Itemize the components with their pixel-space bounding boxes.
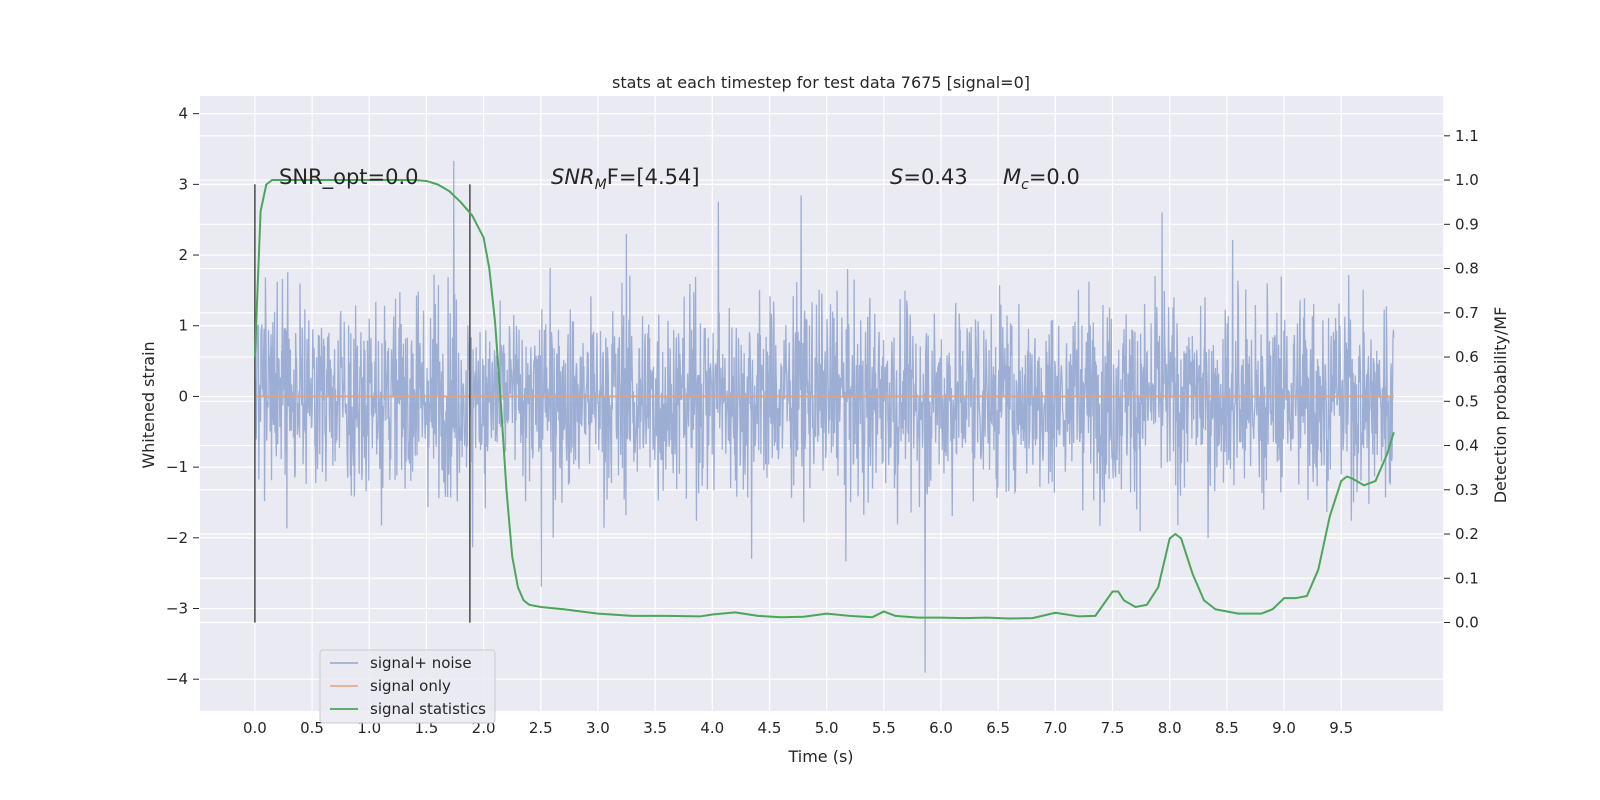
signal-statistics-line bbox=[253, 179, 1395, 620]
annotation-snr-mf-sub: M bbox=[595, 177, 607, 193]
y-tick-label: 4 bbox=[178, 105, 188, 123]
y-tick-label: −4 bbox=[166, 670, 188, 688]
annotation-s-rest: =0.43 bbox=[903, 165, 967, 189]
x-tick-label: 5.0 bbox=[815, 719, 839, 737]
y-tick-label: −2 bbox=[166, 529, 188, 547]
x-tick-label: 2.5 bbox=[529, 719, 553, 737]
annotation-s-italic: S bbox=[890, 165, 903, 189]
x-tick-label: 6.0 bbox=[929, 719, 953, 737]
x-tick-label: 9.0 bbox=[1272, 719, 1296, 737]
y-right-tick-label: 0.5 bbox=[1455, 392, 1479, 410]
legend: signal+ noise signal only signal statist… bbox=[319, 649, 496, 724]
x-tick-label: 3.5 bbox=[643, 719, 667, 737]
x-tick-label: 4.5 bbox=[758, 719, 782, 737]
annotation-snr-opt: SNR_opt=0.0 bbox=[279, 165, 419, 190]
y-tick-label: −3 bbox=[166, 600, 188, 618]
x-tick-label: 7.5 bbox=[1101, 719, 1125, 737]
y-right-tick-label: 0.0 bbox=[1455, 614, 1479, 632]
x-tick-label: 6.5 bbox=[986, 719, 1010, 737]
annotation-mc: Mc=0.0 bbox=[1003, 165, 1080, 193]
y-tick-label: 1 bbox=[178, 317, 188, 335]
annotation-s: S=0.43 bbox=[890, 165, 968, 189]
y-tick-label: 0 bbox=[178, 387, 188, 405]
legend-label-signal-noise: signal+ noise bbox=[370, 654, 472, 672]
x-tick-label: 0.0 bbox=[243, 719, 267, 737]
y-right-tick-label: 1.1 bbox=[1455, 127, 1479, 145]
x-tick-label: 7.0 bbox=[1043, 719, 1067, 737]
x-tick-label: 8.5 bbox=[1215, 719, 1239, 737]
y-tick-label: 2 bbox=[178, 246, 188, 264]
data-lines bbox=[253, 179, 1395, 623]
y-tick-label: −1 bbox=[166, 458, 188, 476]
axis-ticks: 0.0 0.5 1.0 1.5 2.0 2.5 3.0 3.5 4.0 4.5 5.0 5.5 6.0 6… bbox=[166, 105, 1479, 737]
y-right-tick-label: 0.6 bbox=[1455, 348, 1479, 366]
chart-title: stats at each timestep for test data 767… bbox=[612, 73, 1030, 92]
x-tick-label: 4.0 bbox=[700, 719, 724, 737]
x-tick-label: 8.0 bbox=[1158, 719, 1182, 737]
y-axis-label: Whitened strain bbox=[139, 341, 158, 468]
y-right-tick-label: 0.8 bbox=[1455, 260, 1479, 278]
annotation-mc-rest: =0.0 bbox=[1029, 165, 1080, 189]
signal-noise-line bbox=[254, 160, 1395, 673]
annotation-snr-mf-rest: F=[4.54] bbox=[607, 165, 700, 189]
legend-box bbox=[319, 649, 496, 724]
y-right-tick-label: 0.7 bbox=[1455, 304, 1479, 322]
y-axis-right-label: Detection probability/MF bbox=[1491, 307, 1510, 504]
x-tick-label: 0.5 bbox=[300, 719, 324, 737]
x-tick-label: 3.0 bbox=[586, 719, 610, 737]
y-right-tick-label: 1.0 bbox=[1455, 171, 1479, 189]
signal-noise-series bbox=[254, 160, 1395, 673]
x-axis-label: Time (s) bbox=[787, 747, 853, 766]
x-tick-label: 9.5 bbox=[1329, 719, 1353, 737]
y-right-tick-label: 0.1 bbox=[1455, 569, 1479, 587]
annotation-snr-mf-base: SNR bbox=[551, 165, 595, 189]
y-tick-label: 3 bbox=[178, 175, 188, 193]
legend-label-signal-statistics: signal statistics bbox=[370, 700, 486, 718]
annotation-mc-sub: c bbox=[1021, 177, 1029, 193]
y-right-tick-label: 0.3 bbox=[1455, 481, 1479, 499]
x-tick-label: 5.5 bbox=[872, 719, 896, 737]
annotation-mc-base: M bbox=[1003, 165, 1021, 189]
y-right-tick-label: 0.9 bbox=[1455, 215, 1479, 233]
annotation-snr-mf: SNRMF=[4.54] bbox=[551, 165, 700, 193]
y-right-tick-label: 0.4 bbox=[1455, 437, 1479, 455]
y-right-tick-label: 0.2 bbox=[1455, 525, 1479, 543]
legend-label-signal-only: signal only bbox=[370, 677, 451, 695]
